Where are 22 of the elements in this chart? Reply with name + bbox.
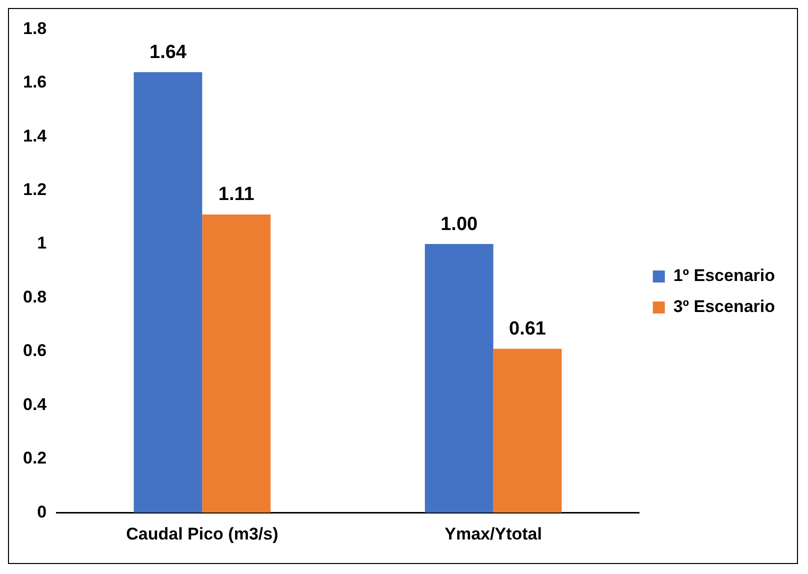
data-label: 0.61 (509, 318, 546, 340)
bar (202, 214, 271, 513)
legend-label: 3º Escenario (673, 297, 776, 316)
bar (134, 72, 202, 513)
x-tick-label: Caudal Pico (m3/s) (126, 524, 278, 544)
y-tick-label: 0.6 (22, 341, 47, 360)
y-tick-label: 0 (37, 502, 47, 522)
y-tick-label: 1.2 (22, 180, 47, 200)
data-label: 1.64 (149, 42, 187, 63)
data-label: 1.00 (440, 214, 478, 235)
y-tick-label: 0.4 (22, 394, 48, 414)
data-label: 1.11 (218, 184, 255, 206)
y-tick-label: 1 (37, 234, 47, 253)
bar (493, 348, 562, 513)
bar (424, 244, 494, 513)
y-tick-label: 1.6 (22, 72, 47, 92)
y-tick-label: 1.4 (22, 126, 48, 146)
y-tick-label: 1.8 (22, 18, 47, 38)
legend-label: 1º Escenario (673, 266, 776, 286)
y-tick-label: 0.8 (22, 287, 47, 306)
x-tick-label: Ymax/Ytotal (444, 524, 542, 544)
y-tick-label: 0.2 (22, 448, 47, 468)
